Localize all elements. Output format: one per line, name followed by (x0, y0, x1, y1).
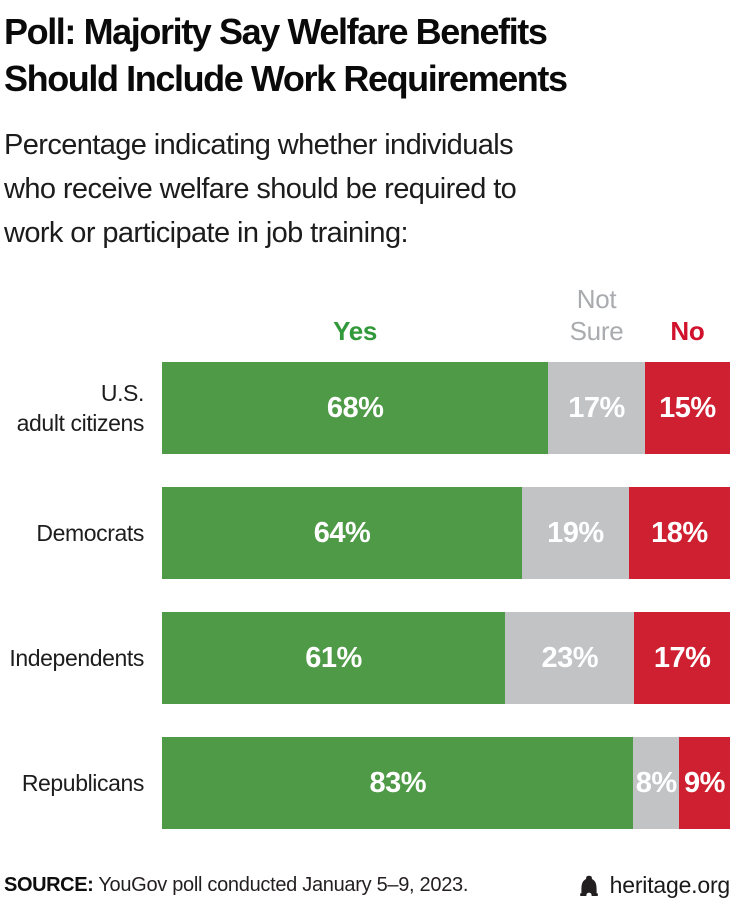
stacked-bar: 64% 19% 18% (162, 487, 730, 579)
legend-item-yes: Yes (162, 315, 548, 347)
value-label: 17% (568, 391, 625, 424)
bar-segment-not-sure: 8% (633, 737, 679, 829)
source-line: SOURCE: YouGov poll conducted January 5–… (4, 872, 730, 901)
source-text-block: SOURCE: YouGov poll conducted January 5–… (4, 874, 468, 897)
chart-row-republicans: Republicans 83% 8% 9% (4, 737, 730, 829)
category-label: Independents (4, 643, 144, 673)
category-label: Republicans (4, 768, 145, 798)
bar-segment-no: 15% (644, 362, 730, 454)
category-label-line: Independents (9, 645, 144, 671)
stacked-bar: 68% 17% 15% (162, 362, 730, 454)
liberty-bell-icon (579, 875, 598, 896)
value-label: 83% (369, 766, 426, 799)
bar-segment-yes: 83% (162, 737, 634, 829)
legend-label-yes: Yes (333, 316, 378, 346)
chart-subtitle-line-1: Percentage indicating whether individual… (4, 129, 514, 161)
category-label: U.S. adult citizens (4, 378, 145, 438)
brand-block: heritage.org (577, 872, 730, 899)
bar-segment-not-sure: 17% (548, 362, 645, 454)
stacked-bar: 83% 8% 9% (162, 737, 730, 829)
chart-row-democrats: Democrats 64% 19% 18% (4, 487, 730, 579)
value-label: 19% (547, 516, 604, 549)
legend-label-not-sure: Not Sure (569, 284, 624, 346)
bar-segment-yes: 64% (162, 487, 522, 579)
value-label: 17% (653, 641, 711, 674)
value-label: 18% (651, 516, 708, 549)
value-label: 23% (541, 641, 598, 674)
category-label-line: U.S. (100, 380, 145, 406)
category-label-line: adult citizens (16, 410, 145, 436)
bar-segment-no: 9% (678, 737, 730, 829)
bar-segment-not-sure: 19% (521, 487, 629, 579)
source-label: SOURCE: (4, 874, 94, 896)
bar-segment-no: 18% (628, 487, 730, 579)
bar-segment-yes: 68% (162, 362, 549, 454)
value-label: 68% (326, 391, 384, 424)
page-title-line-2: Should Include Work Requirements (4, 58, 568, 99)
chart-row-independents: Independents 61% 23% 17% (4, 612, 730, 704)
chart-subtitle-line-2: who receive welfare should be required t… (4, 173, 517, 205)
chart-subtitle-line-3: work or participate in job training: (4, 217, 409, 249)
value-label: 61% (305, 641, 362, 674)
source-text: YouGov poll conducted January 5–9, 2023. (93, 874, 469, 896)
page-title: Poll: Majority Say Welfare Benefits Shou… (4, 8, 730, 102)
chart-row-u.s.-adult-citizens: U.S. adult citizens 68% 17% 15% (4, 362, 730, 454)
bar-segment-not-sure: 23% (505, 612, 635, 704)
legend-label-no: No (670, 316, 705, 346)
brand-text: heritage.org (609, 872, 731, 898)
bar-segment-yes: 61% (162, 612, 506, 704)
category-label: Democrats (4, 518, 144, 548)
stacked-bar: 61% 23% 17% (162, 612, 730, 704)
page-title-line-1: Poll: Majority Say Welfare Benefits (4, 11, 548, 52)
category-label-line: Democrats (36, 520, 144, 546)
chart-rows: U.S. adult citizens 68% 17% 15% Democrats 64% 1… (4, 362, 730, 829)
value-label: 64% (313, 516, 371, 549)
value-label: 8% (635, 766, 677, 799)
category-label-line: Republicans (21, 770, 145, 796)
legend-item-no: No (645, 315, 730, 347)
value-label: 9% (683, 766, 725, 799)
value-label: 15% (659, 391, 716, 424)
legend-item-not-sure: Not Sure (548, 283, 645, 347)
bar-segment-no: 17% (634, 612, 730, 704)
chart-subtitle: Percentage indicating whether individual… (4, 123, 730, 255)
legend: Yes Not Sure No (162, 283, 730, 347)
